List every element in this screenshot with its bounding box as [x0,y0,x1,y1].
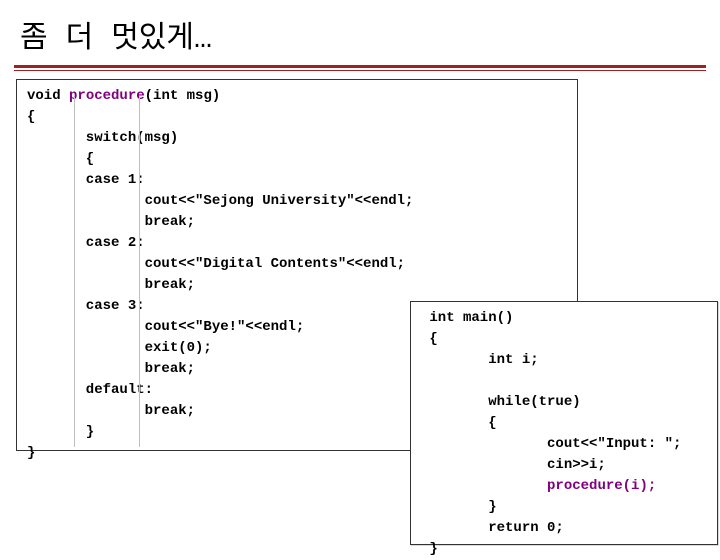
slide-title: 좀 더 멋있게… [14,12,706,57]
code-line: switch(msg) [27,130,178,146]
code-line: } [27,445,35,461]
code-line: int i; [421,352,539,368]
code-line: case 1: [27,172,145,188]
code-line: cin>>i; [421,457,606,473]
indent-guide [74,97,75,447]
code-line: } [421,499,497,515]
indent-guide [139,97,140,447]
code-line: case 2: [27,235,145,251]
code-line: break; [27,214,195,230]
code-line: } [421,541,438,557]
title-rule-thin [14,70,706,71]
code-line: cout<<"Input: "; [421,436,681,452]
code-line: { [27,109,35,125]
code-line: } [27,424,94,440]
code-line: { [27,151,94,167]
code-line: { [421,415,497,431]
title-rule-thick [14,65,706,68]
function-call: procedure(i); [547,478,656,494]
function-name: procedure [69,88,145,104]
slide: 좀 더 멋있게… void procedure(int msg) { switc… [0,0,720,540]
code-line [421,478,547,494]
code-line: { [421,331,438,347]
code-line: while(true) [421,394,581,410]
code-line: cout<<"Digital Contents"<<endl; [27,256,405,272]
code-line: case 3: [27,298,145,314]
code-line: void [27,88,69,104]
code-line: break; [27,277,195,293]
code-line: break; [27,403,195,419]
code-line: break; [27,361,195,377]
code-line: cout<<"Bye!"<<endl; [27,319,304,335]
code-line: int main() [421,310,513,326]
code-line: default: [27,382,153,398]
code-line: return 0; [421,520,564,536]
code-line: (int msg) [145,88,221,104]
code-line: cout<<"Sejong University"<<endl; [27,193,413,209]
code-line: exit(0); [27,340,212,356]
code-box-main: int main() { int i; while(true) { cout<<… [410,301,718,545]
